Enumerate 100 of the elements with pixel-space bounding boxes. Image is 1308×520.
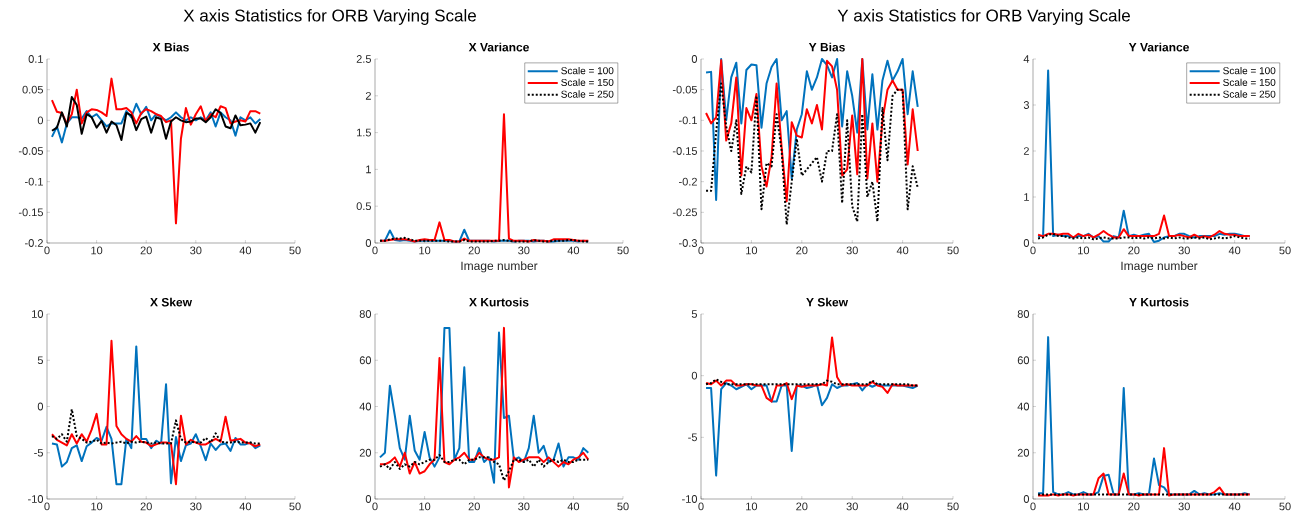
x-tick-label: 30 — [190, 246, 202, 255]
x-tick-label: 0 — [44, 502, 50, 511]
y-tick-label: -0.05 — [672, 85, 697, 94]
x-tick-label: 40 — [1228, 246, 1241, 255]
y-tick-label: 1.5 — [357, 128, 371, 137]
y-tick-label: 2 — [365, 91, 371, 100]
y-tick-label: -0.1 — [25, 177, 43, 186]
x-tick-label: 40 — [239, 246, 252, 255]
chart-title: X Bias — [152, 42, 189, 52]
x-tick-label: 40 — [896, 246, 909, 255]
y-tick-label: -0.2 — [679, 177, 697, 186]
chart-title: Y Bias — [808, 42, 845, 52]
x-tick-label: 30 — [1178, 502, 1190, 511]
x-tick-label: 20 — [140, 246, 152, 255]
x-tick-label: 10 — [746, 246, 758, 255]
x-tick-label: 10 — [419, 502, 431, 511]
x-tick-label: 0 — [44, 246, 50, 255]
y-tick-label: -10 — [682, 495, 698, 503]
chart-title: Y Skew — [806, 297, 849, 307]
y-tick-label: 0 — [691, 371, 698, 380]
x-tick-label: 20 — [140, 502, 152, 511]
x-tick-label: 50 — [1279, 246, 1291, 255]
y-tick-label: 0 — [37, 402, 44, 411]
x-tick-label: 0 — [698, 502, 704, 511]
x-tick-label: 20 — [1128, 502, 1140, 511]
y-tick-label: 60 — [1017, 356, 1030, 365]
chart-title: X Kurtosis — [469, 297, 529, 307]
y-tick-label: 0 — [365, 239, 372, 247]
x-tick-label: 10 — [746, 502, 758, 511]
y-tick-label: 1 — [1024, 193, 1029, 201]
x-tick-label: 30 — [190, 502, 202, 511]
x-tick-label: 20 — [468, 502, 480, 511]
x-tick-label: 40 — [239, 502, 252, 511]
y-tick-label: 2.5 — [356, 55, 371, 63]
x-tick-label: 20 — [796, 246, 808, 255]
x-tick-label: 40 — [896, 502, 909, 511]
chart-title: Y Kurtosis — [1129, 297, 1189, 307]
legend-label: Scale = 100 — [561, 66, 614, 75]
y-tick-label: 0.05 — [22, 85, 43, 94]
y-tick-label: -0.05 — [18, 147, 43, 155]
y-tick-label: -0.25 — [672, 208, 697, 217]
x-tick-label: 20 — [1128, 246, 1140, 255]
y-tick-label: 2 — [1023, 147, 1029, 155]
text: Y axis Statistics for ORB Varying Scale — [837, 9, 1130, 25]
y-tick-label: -10 — [28, 495, 44, 503]
x-tick-label: 50 — [289, 502, 301, 511]
x-tick-label: 40 — [567, 502, 580, 511]
x-tick-label: 10 — [419, 246, 431, 255]
y-tick-label: 40 — [1017, 402, 1030, 411]
chart-title: X Skew — [150, 297, 193, 307]
y-tick-label: 20 — [1017, 448, 1030, 457]
x-tick-label: 50 — [1279, 502, 1291, 511]
x-tick-label: 10 — [91, 502, 103, 511]
legend-label: Scale = 150 — [561, 78, 614, 86]
y-tick-label: -0.3 — [679, 239, 697, 247]
y-tick-label: 5 — [37, 356, 43, 365]
x-tick-label: 50 — [947, 502, 959, 511]
x-tick-label: 30 — [518, 246, 530, 255]
line-series — [705, 82, 919, 226]
y-tick-label: -0.2 — [25, 239, 43, 247]
x-tick-label: 40 — [1228, 502, 1241, 511]
x-axis-title: Image number — [461, 261, 538, 273]
y-tick-label: 3 — [1023, 101, 1029, 109]
y-tick-label: 20 — [359, 448, 372, 457]
y-tick-label: 0 — [365, 495, 372, 503]
y-tick-label: 60 — [359, 356, 372, 365]
x-tick-label: 30 — [846, 502, 858, 511]
x-tick-label: 30 — [518, 502, 530, 511]
x-tick-label: 30 — [1178, 246, 1190, 255]
text: X axis Statistics for ORB Varying Scale — [183, 9, 476, 25]
line-series — [50, 96, 262, 141]
y-tick-label: 0 — [37, 116, 44, 125]
y-tick-label: 80 — [359, 310, 372, 318]
x-tick-label: 0 — [1030, 502, 1036, 511]
x-tick-label: 30 — [846, 246, 858, 255]
y-tick-label: 0.5 — [356, 202, 371, 211]
x-tick-label: 0 — [372, 246, 378, 255]
x-tick-label: 20 — [796, 502, 808, 511]
chart-title: X Variance — [468, 42, 529, 52]
x-tick-label: 50 — [617, 246, 629, 255]
y-tick-label: 0.1 — [28, 55, 43, 63]
y-tick-label: 0 — [1023, 239, 1030, 247]
y-tick-label: -0.1 — [679, 116, 697, 125]
x-tick-label: 50 — [947, 246, 959, 255]
line-series — [50, 77, 262, 225]
y-tick-label: 1 — [366, 165, 371, 174]
x-tick-label: 0 — [698, 246, 704, 255]
x-tick-label: 10 — [91, 246, 103, 255]
x-axis-title: Image number — [1121, 261, 1198, 273]
x-tick-label: 50 — [289, 246, 301, 255]
x-tick-label: 0 — [372, 502, 378, 511]
x-tick-label: 10 — [1078, 502, 1090, 511]
y-tick-label: 0 — [691, 55, 698, 63]
y-tick-label: 10 — [32, 310, 44, 318]
y-tick-label: -0.15 — [18, 208, 43, 217]
y-tick-label: 0 — [1023, 495, 1030, 503]
y-tick-label: -5 — [688, 433, 697, 442]
x-tick-label: 20 — [468, 246, 480, 255]
y-tick-label: 80 — [1017, 310, 1030, 318]
x-tick-label: 50 — [617, 502, 629, 511]
